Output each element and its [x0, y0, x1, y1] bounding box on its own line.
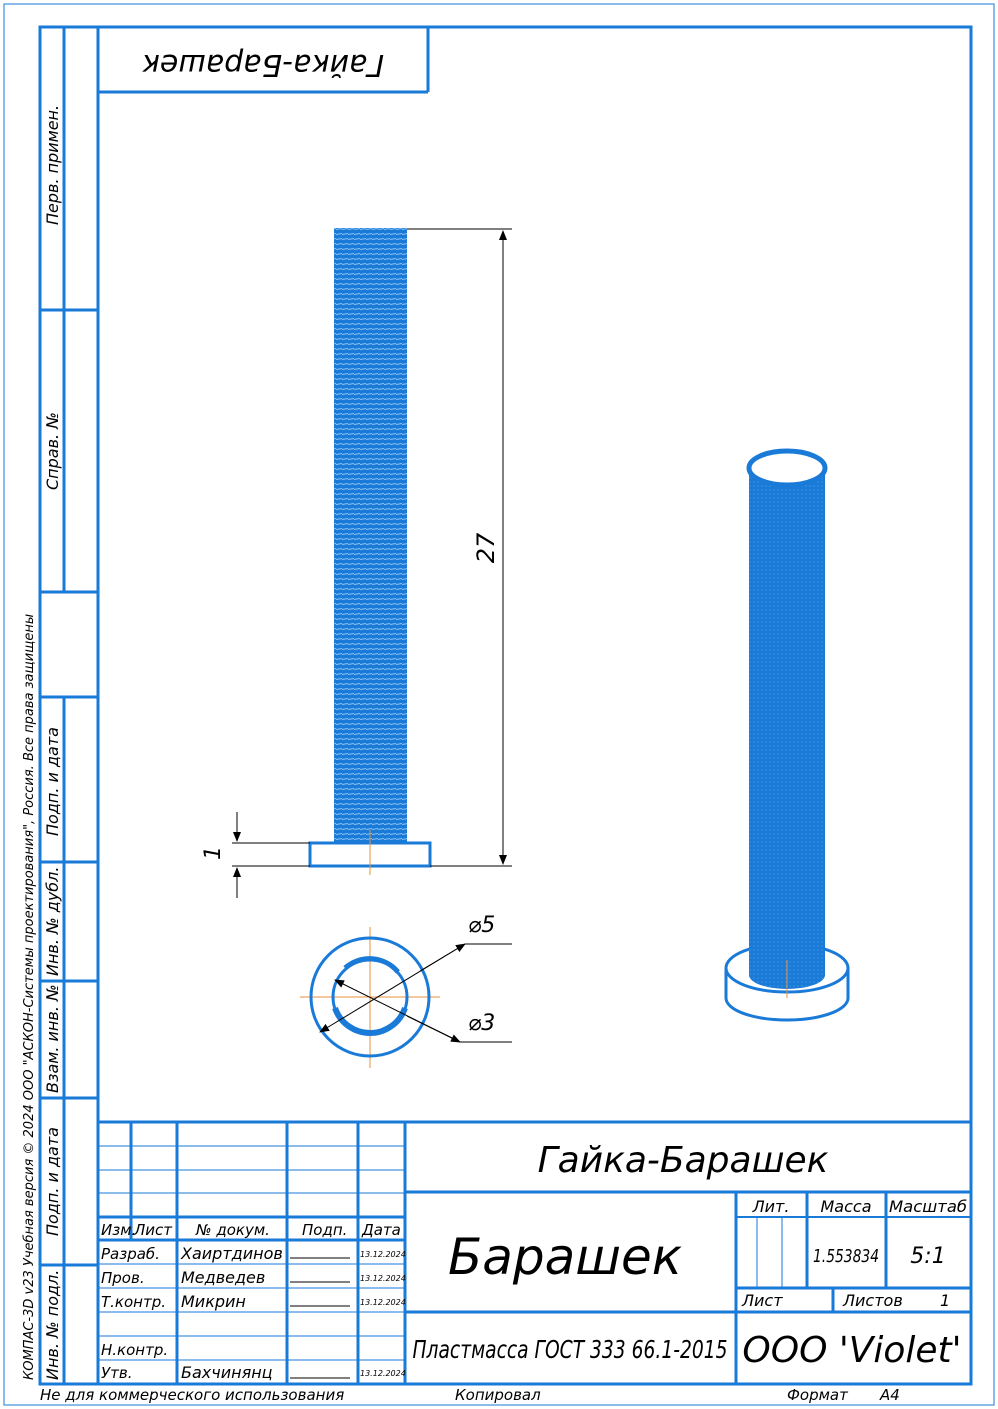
isometric-view — [724, 448, 850, 1022]
footer-format-value: А4 — [879, 1386, 900, 1404]
sheet-frame — [3, 3, 995, 1406]
header-listov: Листов — [842, 1291, 903, 1310]
dimension-length: 27 — [472, 532, 500, 563]
row-role: Н.контр. — [101, 1341, 168, 1359]
col-no-dokum: № докум. — [195, 1221, 270, 1239]
label-inv-no-dubl: Инв. № дубл. — [43, 867, 62, 976]
col-list: Лист — [133, 1221, 173, 1239]
col-data: Дата — [361, 1221, 401, 1239]
dimension-inner-diameter: ⌀3 — [468, 1011, 495, 1036]
row-date: 13.12.2024 — [360, 1274, 406, 1283]
part-name: Барашек — [448, 1228, 682, 1286]
header-lit: Лит. — [752, 1197, 790, 1216]
label-inv-no-podl: Инв. № подл. — [43, 1270, 62, 1380]
label-sprav-no: Справ. № — [43, 412, 62, 490]
iso-rod — [749, 468, 825, 989]
mirrored-designation-box: Гайка-Барашек — [98, 27, 430, 94]
signature-rows: Разраб. Хаиртдинов 13.12.2024 Пров. Медв… — [101, 1244, 406, 1382]
footer-format-label: Формат — [787, 1386, 849, 1404]
row-name: Бахчинянц — [181, 1363, 273, 1382]
row-name: Медведев — [181, 1268, 265, 1287]
header-massa: Масса — [820, 1197, 871, 1216]
label-perv-primen: Перв. примен. — [43, 105, 62, 225]
dimension-outer-diameter: ⌀5 — [468, 913, 495, 938]
sheets-value: 1 — [940, 1291, 950, 1310]
mass-value: 1.553834 — [813, 1246, 879, 1267]
designation: Гайка-Барашек — [538, 1140, 829, 1181]
row-name: Микрин — [181, 1292, 246, 1311]
label-podp-i-data-2: Подп. и дата — [43, 1127, 62, 1236]
row-role: Т.контр. — [101, 1293, 166, 1311]
footer-copied: Копировал — [455, 1386, 541, 1404]
header-masshtab: Масштаб — [889, 1197, 967, 1216]
footer-not-commercial: Не для коммерческого использования — [40, 1386, 344, 1404]
row-role: Утв. — [101, 1364, 133, 1382]
col-podp: Подп. — [302, 1221, 347, 1239]
outer-circle — [309, 936, 431, 1058]
side-strip — [40, 27, 100, 1384]
row-date: 13.12.2024 — [360, 1298, 406, 1307]
row-date: 13.12.2024 — [360, 1250, 406, 1259]
material: Пластмасса ГОСТ 333 66.1-2015 — [413, 1335, 728, 1364]
label-podp-i-data-1: Подп. и дата — [43, 727, 62, 836]
row-name: Хаиртдинов — [180, 1244, 283, 1263]
top-view: ⌀5 ⌀3 — [300, 913, 512, 1068]
mirrored-designation-text: Гайка-Барашек — [142, 47, 384, 82]
dimension-flange-thickness: 1 — [201, 846, 226, 860]
front-view: 27 1 — [201, 228, 512, 898]
col-izm: Изм. — [101, 1221, 136, 1239]
iso-rod-top — [746, 448, 828, 488]
row-role: Разраб. — [101, 1245, 160, 1263]
title-block — [98, 1120, 971, 1384]
threaded-rod — [334, 228, 407, 843]
row-date: 13.12.2024 — [360, 1369, 406, 1378]
row-role: Пров. — [101, 1269, 145, 1287]
label-vzam-inv-no: Взам. инв. № — [43, 984, 62, 1093]
organization: ООО 'Violet' — [742, 1330, 961, 1371]
scale-value: 5:1 — [910, 1244, 945, 1269]
header-list: Лист — [741, 1291, 783, 1310]
copyright-text: КОМПАС-3D v23 Учебная версия © 2024 ООО … — [22, 614, 37, 1380]
